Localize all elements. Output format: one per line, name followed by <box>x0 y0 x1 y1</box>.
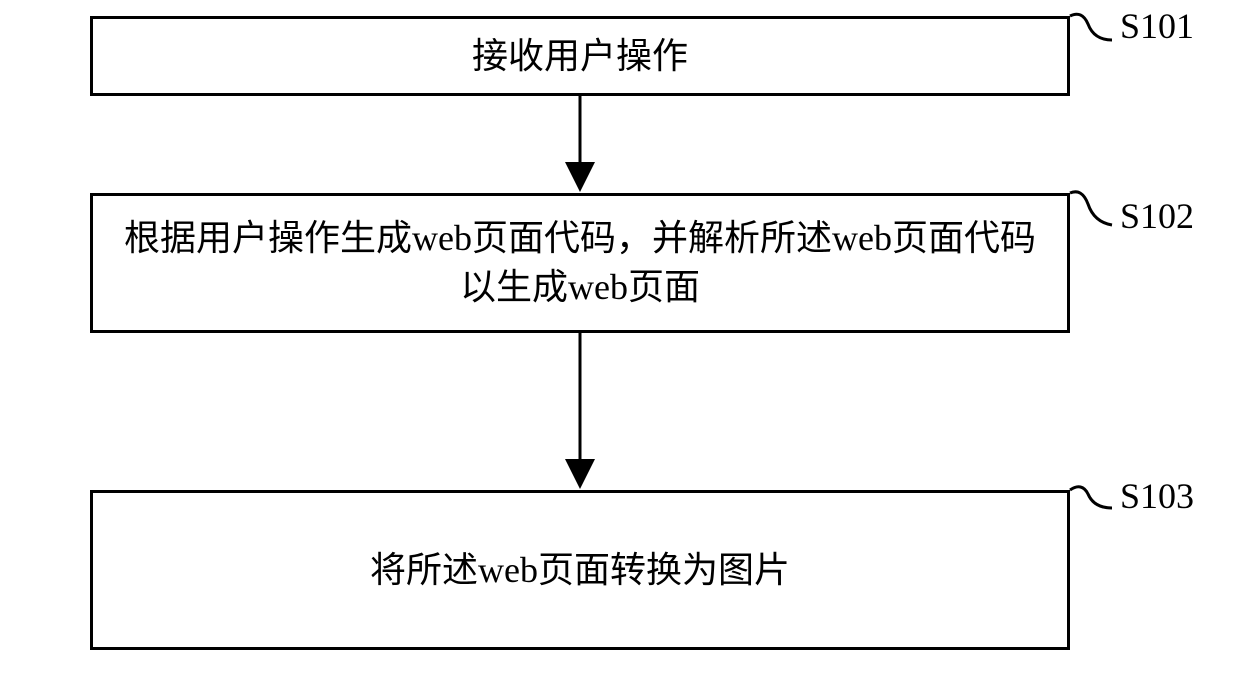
flow-node-3-text: 将所述web页面转换为图片 <box>370 546 790 595</box>
flow-node-1: 接收用户操作 <box>90 16 1070 96</box>
flow-node-2: 根据用户操作生成web页面代码，并解析所述web页面代码以生成web页面 <box>90 193 1070 333</box>
flow-node-2-label: S102 <box>1120 195 1194 237</box>
flow-node-1-label: S101 <box>1120 5 1194 47</box>
flow-node-3: 将所述web页面转换为图片 <box>90 490 1070 650</box>
flow-node-1-bracket <box>1070 14 1112 40</box>
flow-node-1-text: 接收用户操作 <box>472 32 688 81</box>
flow-node-2-bracket <box>1070 192 1112 225</box>
flow-node-3-bracket <box>1070 487 1112 508</box>
flow-node-2-text: 根据用户操作生成web页面代码，并解析所述web页面代码以生成web页面 <box>113 214 1047 311</box>
flowchart-canvas: 接收用户操作 S101 根据用户操作生成web页面代码，并解析所述web页面代码… <box>0 0 1239 689</box>
flow-node-3-label: S103 <box>1120 475 1194 517</box>
